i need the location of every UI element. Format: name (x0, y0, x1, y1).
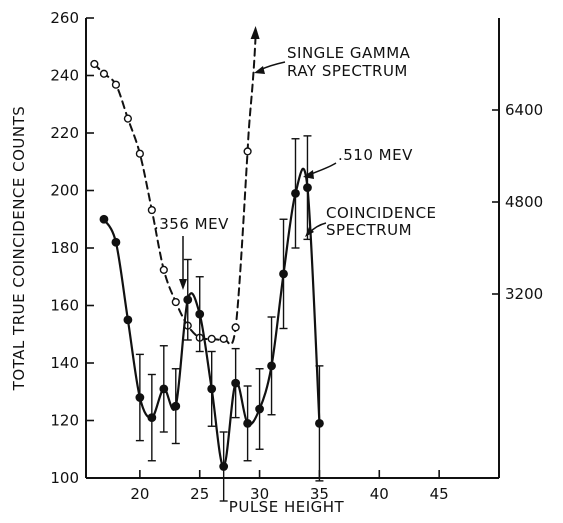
coincidence-point (111, 237, 121, 247)
single-gamma-point (111, 80, 121, 89)
annotation-510-mev-arrowhead (303, 170, 314, 179)
x-tick-label: 30 (250, 485, 269, 503)
x-tick-label: 25 (190, 485, 209, 503)
single-gamma-point (231, 323, 240, 332)
coincidence-spectrum-line (102, 167, 321, 468)
coincidence-point (243, 418, 253, 428)
single-gamma-spectrum-arrowhead (250, 26, 260, 39)
single-gamma-point (99, 69, 109, 78)
y-tick-label: 200 (50, 182, 79, 200)
coincidence-point (291, 188, 300, 198)
ticks-layer: 100 120 140 160 180 200 220 240 260 3200 4800 6400 2… (10, 9, 543, 516)
single-gamma-point (135, 149, 144, 158)
y-tick-label: 260 (50, 9, 79, 27)
single-gamma-spectrum-line (93, 63, 249, 346)
coincidence-point (195, 309, 205, 319)
x-tick-label: 45 (430, 485, 449, 503)
coincidence-point (123, 315, 133, 325)
single-gamma-point (90, 59, 99, 69)
y-axis-title: TOTAL TRUE COINCIDENCE COUNTS (10, 106, 28, 392)
annotation-356-mev-arrowhead (179, 279, 187, 290)
annotation-ray-spectrum: RAY SPECTRUM (287, 62, 408, 80)
annotation-spectrum: SPECTRUM (326, 221, 412, 239)
coincidence-point (231, 378, 241, 388)
annotation-coincidence-arrowhead (305, 227, 314, 237)
coincidence-point (303, 183, 312, 193)
x-tick-label: 35 (310, 485, 329, 503)
y-tick-label: 100 (50, 469, 79, 487)
coincidence-point (255, 404, 264, 414)
series-layer (90, 26, 324, 502)
coincidence-point (99, 214, 109, 224)
coincidence-point (135, 393, 145, 402)
coincidence-point (171, 401, 181, 411)
coincidence-point (315, 418, 324, 428)
annotation-single-gamma-arrowhead (254, 66, 265, 74)
y-tick-label: 140 (50, 354, 79, 372)
annotation-single-gamma: SINGLE GAMMA (287, 44, 411, 62)
single-gamma-point (171, 297, 180, 307)
annotation-single-gamma-arrow (259, 61, 286, 71)
y-tick-label: 120 (50, 412, 79, 430)
y-tick-label: 240 (50, 67, 79, 85)
annotation-510-mev: .510 MEV (338, 146, 413, 164)
x-axis-title: PULSE HEIGHT (229, 498, 345, 516)
coincidence-point (219, 462, 229, 471)
annotation-coincidence: COINCIDENCE (326, 204, 437, 222)
single-gamma-spectrum-rise (246, 35, 257, 153)
x-tick-label: 20 (130, 485, 149, 503)
single-gamma-point (207, 334, 216, 343)
single-gamma-point (219, 334, 228, 343)
coincidence-point (159, 384, 169, 394)
coincidence-point (207, 384, 217, 394)
coincidence-point (183, 295, 193, 305)
single-gamma-point (147, 205, 156, 215)
coincidence-point (279, 269, 288, 279)
single-gamma-point (159, 265, 168, 274)
coincidence-point (147, 413, 157, 423)
right-y-tick-label: 6400 (505, 101, 543, 119)
right-y-tick-label: 3200 (505, 285, 543, 303)
x-tick-label: 40 (370, 485, 389, 503)
single-gamma-point (243, 147, 252, 156)
y-tick-label: 180 (50, 239, 79, 257)
annotation-356-mev: .356 MEV (154, 215, 229, 233)
coincidence-point (267, 361, 276, 371)
right-y-tick-label: 4800 (505, 193, 543, 211)
y-tick-label: 220 (50, 124, 79, 142)
y-tick-label: 160 (50, 297, 79, 315)
single-gamma-point (123, 114, 132, 123)
